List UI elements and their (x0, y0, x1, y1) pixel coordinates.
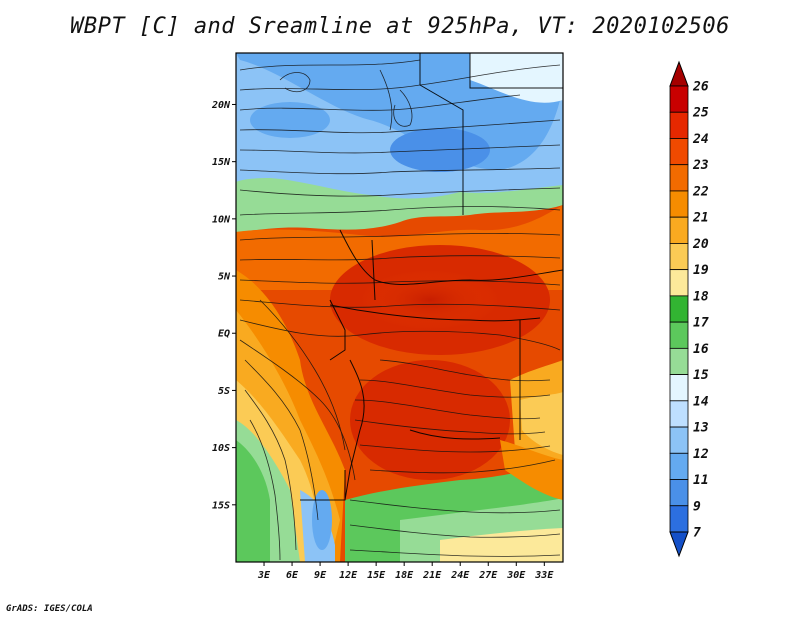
longitude-tick-label: 18E (395, 570, 414, 581)
latitude-axis: 20N 15N 10N 5N EQ 5S 10S 15S (211, 100, 236, 511)
colorbar-label: 9 (693, 499, 701, 514)
colorbar-label: 25 (692, 106, 709, 121)
longitude-tick-label: 6E (286, 570, 299, 581)
colorbar-label: 19 (693, 263, 709, 278)
latitude-tick-label: 5N (218, 272, 231, 283)
colorbar-label: 20 (692, 237, 709, 252)
colorbar-box (669, 347, 689, 375)
colorbar-label: 11 (693, 473, 709, 488)
colorbar-box (669, 374, 689, 402)
colorbar-box (669, 164, 689, 192)
longitude-tick-label: 30E (506, 570, 526, 581)
colorbar-box (669, 321, 689, 349)
colorbar-box (669, 295, 689, 323)
colorbar-label: 13 (693, 421, 709, 436)
colorbar-label: 12 (693, 447, 709, 462)
wbpt-field (236, 53, 563, 562)
longitude-tick-label: 27E (478, 570, 498, 581)
colorbar-labels: 26 25 24 23 22 21 20 19 18 17 16 15 14 13 12 11 9 7 (692, 80, 709, 541)
longitude-tick-label: 15E (367, 570, 386, 581)
latitude-tick-label: 5S (218, 386, 230, 397)
longitude-tick-label: 24E (450, 570, 470, 581)
latitude-tick-label: 15S (212, 500, 230, 511)
colorbar-label: 21 (692, 211, 709, 226)
colorbar-bottom-arrow (669, 531, 689, 558)
longitude-tick-label: 21E (422, 570, 442, 581)
colorbar-label: 16 (693, 342, 709, 357)
latitude-tick-label: 10N (212, 214, 231, 225)
colorbar-box (669, 505, 689, 533)
colorbar-label: 26 (692, 80, 709, 95)
longitude-tick-label: 3E (257, 570, 271, 581)
software-credit: GrADS: IGES/COLA (6, 604, 93, 614)
latitude-tick-label: 15N (212, 157, 231, 168)
colorbar-boxes (669, 60, 689, 558)
colorbar-label: 24 (692, 132, 709, 147)
colorbar-label: 23 (692, 158, 709, 173)
colorbar-box (669, 400, 689, 428)
colorbar-box (669, 269, 689, 297)
colorbar-label: 18 (693, 289, 709, 304)
colorbar-box (669, 216, 689, 244)
colorbar-box (669, 426, 689, 454)
map-frame (235, 52, 564, 563)
colorbar-label: 22 (692, 184, 709, 199)
colorbar-label: 15 (693, 368, 709, 383)
colorbar-label: 17 (693, 316, 709, 331)
colorbar-label: 14 (693, 394, 709, 409)
latitude-tick-label: 10S (212, 443, 230, 454)
colorbar-box (669, 85, 689, 113)
longitude-axis: 3E 6E 9E 12E 15E 18E 21E 24E 27E 30E 33E (257, 562, 554, 581)
chart-title: WBPT [C] and Sreamline at 925hPa, VT: 20… (70, 14, 730, 39)
colorbar-box (669, 138, 689, 166)
longitude-tick-label: 33E (534, 570, 554, 581)
colorbar-box (669, 190, 689, 218)
colorbar-box (669, 452, 689, 480)
colorbar-box (669, 111, 689, 139)
longitude-tick-label: 9E (314, 570, 327, 581)
latitude-tick-label: EQ (218, 329, 230, 340)
colorbar-box (669, 243, 689, 271)
colorbar-label: 7 (693, 526, 701, 541)
latitude-tick-label: 20N (211, 100, 231, 111)
colorbar-top-arrow (669, 60, 689, 87)
colorbar-box (669, 479, 689, 507)
longitude-tick-label: 12E (339, 570, 358, 581)
